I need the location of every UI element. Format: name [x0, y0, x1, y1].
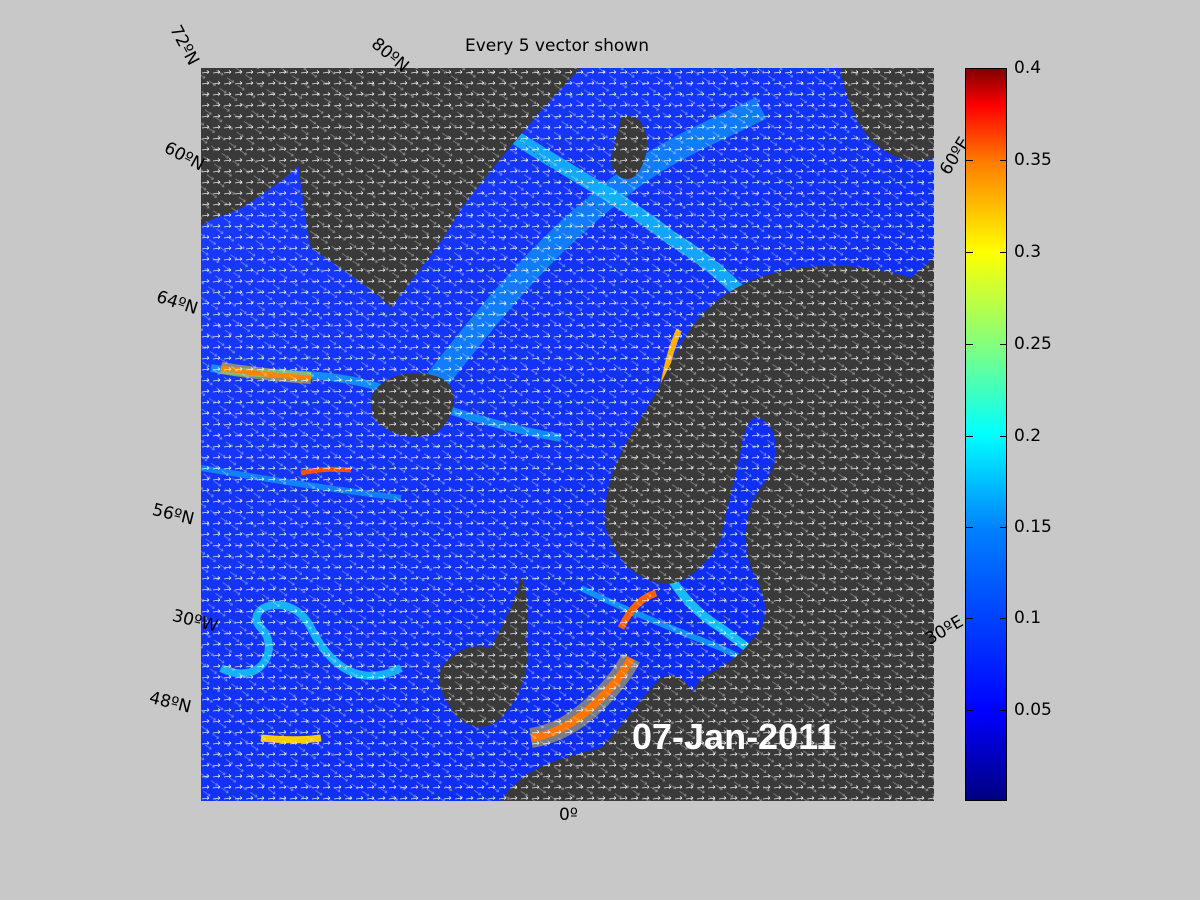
date-stamp: 07-Jan-2011	[632, 716, 837, 757]
lat-label-64n: 64ºN	[153, 287, 201, 320]
colorbar-tick	[966, 618, 973, 619]
lat-label-56n: 56ºN	[150, 500, 197, 530]
vector-field-alt	[201, 68, 934, 801]
lat-label-48n: 48ºN	[147, 688, 194, 718]
colorbar-label: 0.25	[1014, 334, 1052, 354]
colorbar-label: 0.15	[1014, 517, 1052, 537]
graticule	[620, 667, 934, 801]
lon-label-0: 0º	[559, 805, 578, 825]
colorbar-label: 0.1	[1014, 608, 1042, 628]
colorbar-tick	[1000, 618, 1007, 619]
colorbar-tick	[1000, 436, 1007, 437]
colorbar-label: 0.3	[1014, 242, 1042, 262]
colorbar-tick	[1000, 710, 1007, 711]
colorbar-tick	[1000, 344, 1007, 345]
map-title: Every 5 vector shown	[465, 36, 649, 56]
current-speed-map	[201, 68, 934, 801]
colorbar-tick	[966, 252, 973, 253]
colorbar-tick	[966, 436, 973, 437]
colorbar-tick	[1000, 252, 1007, 253]
colorbar-label: 0.35	[1014, 150, 1052, 170]
colorbar-tick	[1000, 527, 1007, 528]
colorbar-label: 0.2	[1014, 426, 1042, 446]
colorbar-label: 0.05	[1014, 700, 1052, 720]
colorbar-tick	[966, 710, 973, 711]
colorbar-tick	[1000, 68, 1007, 69]
colorbar-tick	[966, 527, 973, 528]
colorbar-tick	[966, 344, 973, 345]
colorbar	[965, 68, 1007, 801]
map-canvas	[201, 68, 934, 801]
colorbar-tick	[966, 160, 973, 161]
colorbar-tick	[1000, 160, 1007, 161]
colorbar-label: 0.4	[1014, 58, 1042, 78]
lat-label-72n: 72ºN	[165, 22, 203, 69]
